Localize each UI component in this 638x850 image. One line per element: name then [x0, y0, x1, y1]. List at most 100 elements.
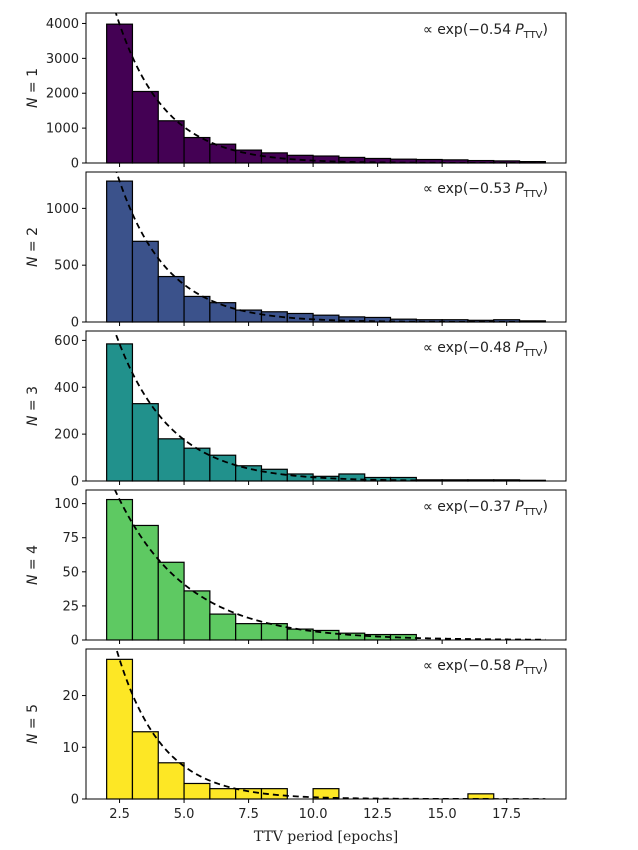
y-axis-label-val: 3: [25, 386, 41, 395]
fit-annotation-suffix: ): [543, 340, 548, 356]
bar: [183, 782, 211, 800]
y-axis-label: N = 3: [25, 386, 41, 426]
panel-1: 0 1000 2000 3000 4000 N = 1 ∝ exp(−0.54 PTTV): [25, 12, 567, 172]
fit-annotation-suffix: ): [543, 658, 548, 674]
y-tick-label: 10: [62, 741, 79, 756]
bar: [364, 476, 392, 482]
bar: [131, 240, 159, 323]
bar: [157, 762, 185, 800]
y-axis-label-var: N: [25, 97, 41, 108]
fit-annotation: ∝ exp(−0.53 PTTV): [423, 181, 548, 200]
bar: [235, 149, 263, 164]
y-tick-label: 100: [54, 497, 79, 512]
panel-4: 0 25 50 75 100 N = 4 ∝ exp(−0.37 PTTV): [25, 489, 567, 649]
panel-frame: [85, 12, 567, 164]
x-tick-label: 12.5: [363, 807, 392, 822]
y-tick-label: 75: [62, 531, 79, 546]
bar: [131, 90, 159, 164]
fit-annotation-sub: TTV: [523, 348, 543, 359]
y-axis-label-eq: =: [25, 395, 41, 416]
fit-annotation-var: P: [515, 22, 524, 38]
fit-annotation: ∝ exp(−0.48 PTTV): [423, 340, 548, 359]
bar: [183, 295, 211, 323]
y-axis-label-val: 5: [25, 704, 41, 713]
y-axis-label-var: N: [25, 256, 41, 267]
y-tick-label: 50: [62, 565, 79, 580]
fit-curve: [115, 649, 546, 799]
bar: [364, 316, 392, 323]
fit-annotation-sub: TTV: [523, 666, 543, 677]
y-axis-label: N = 5: [25, 704, 41, 744]
panel-frame: [85, 171, 567, 323]
y-tick-label: 400: [54, 381, 79, 396]
fit-annotation-prefix: ∝ exp(−0.48: [423, 340, 511, 356]
y-tick-label: 1000: [46, 122, 79, 137]
x-tick-label: 10.0: [299, 807, 328, 822]
y-axis-label-eq: =: [25, 554, 41, 575]
panel-frame: [85, 648, 567, 800]
bar: [106, 23, 134, 164]
fit-annotation-var: P: [515, 499, 524, 515]
y-axis-label: N = 1: [25, 68, 41, 108]
y-axis-label-eq: =: [25, 77, 41, 98]
y-tick-label: 25: [62, 599, 79, 614]
bar: [183, 136, 211, 164]
x-axis-label: TTV period [epochs]: [254, 829, 398, 845]
bar: [364, 157, 392, 164]
y-tick-label: 0: [71, 634, 79, 649]
y-axis-label-val: 4: [25, 545, 41, 554]
panel-5: 0 10 20 2.5 5.0 7.5 10.0 12.5 15.0 17.5 N = 5 ∝ exp…: [25, 648, 567, 822]
bar: [183, 590, 211, 641]
bar: [209, 613, 237, 641]
panel-frame: [85, 330, 567, 482]
y-axis-label-var: N: [25, 415, 41, 426]
bar: [338, 632, 366, 641]
bar: [312, 314, 340, 323]
y-tick-label: 0: [71, 157, 79, 172]
y-tick-label: 20: [62, 689, 79, 704]
y-axis-label-var: N: [25, 733, 41, 744]
bar: [157, 120, 185, 164]
x-tick-label: 2.5: [109, 807, 130, 822]
fit-annotation-var: P: [515, 181, 524, 197]
y-tick-label: 3000: [46, 52, 79, 67]
y-axis-label-val: 2: [25, 227, 41, 236]
bar: [106, 498, 134, 641]
panel-3: 0 200 400 600 N = 3 ∝ exp(−0.48 PTTV): [25, 330, 567, 490]
bar: [209, 788, 237, 800]
fit-annotation-var: P: [515, 658, 524, 674]
bar: [235, 465, 263, 482]
y-axis-label-eq: =: [25, 713, 41, 734]
bar: [106, 658, 134, 800]
y-axis-label-var: N: [25, 574, 41, 585]
y-axis-label: N = 4: [25, 545, 41, 585]
y-tick-label: 500: [54, 259, 79, 274]
y-tick-label: 0: [71, 475, 79, 490]
bar: [467, 793, 495, 800]
fit-curve: [113, 490, 546, 640]
y-tick-label: 1000: [46, 202, 79, 217]
bar: [157, 275, 185, 323]
bar: [106, 343, 134, 482]
fit-annotation: ∝ exp(−0.37 PTTV): [423, 499, 548, 518]
fit-annotation-suffix: ): [543, 181, 548, 197]
x-tick-label: 15.0: [428, 807, 457, 822]
y-tick-label: 200: [54, 428, 79, 443]
fit-annotation-suffix: ): [543, 22, 548, 38]
bar: [235, 623, 263, 641]
fit-annotation-var: P: [515, 340, 524, 356]
bar: [131, 731, 159, 800]
y-axis-label: N = 2: [25, 227, 41, 267]
y-tick-label: 0: [71, 316, 79, 331]
fit-annotation-prefix: ∝ exp(−0.58: [423, 658, 511, 674]
bar: [106, 180, 134, 323]
x-tick-label: 7.5: [238, 807, 259, 822]
bar: [157, 561, 185, 641]
fit-annotation: ∝ exp(−0.58 PTTV): [423, 658, 548, 677]
bar: [131, 403, 159, 482]
x-tick-label: 17.5: [492, 807, 521, 822]
y-tick-label: 0: [71, 793, 79, 808]
y-tick-label: 2000: [46, 87, 79, 102]
